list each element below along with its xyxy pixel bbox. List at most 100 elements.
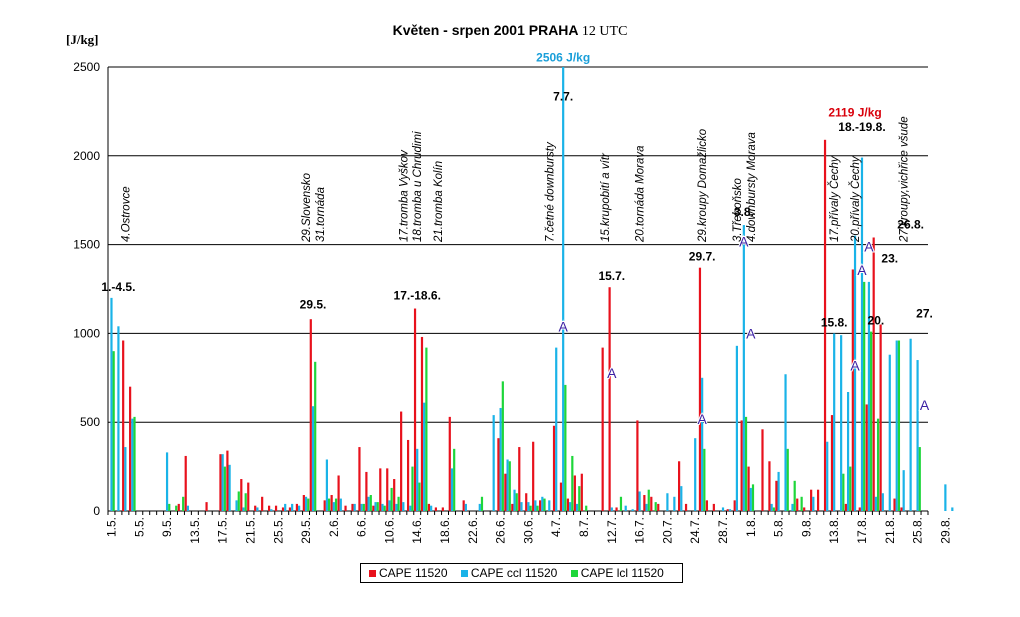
- bar-cape-lcl: [876, 418, 880, 511]
- x-tick-label: 28.7.: [716, 517, 730, 544]
- event-annotation: 17.přívaly Čechy: [828, 155, 841, 242]
- bar-cape-ccl: [409, 505, 412, 511]
- bar-cape-ccl: [527, 502, 530, 511]
- bar-cape-ccl: [812, 496, 815, 511]
- bar-cape-lcl: [418, 482, 421, 511]
- bar-cape: [261, 496, 264, 511]
- legend-swatch-cape-lcl: [570, 570, 578, 578]
- value-label: 15.8.: [821, 315, 848, 329]
- x-tick-label: 10.6.: [382, 517, 396, 544]
- bar-cape-ccl: [388, 500, 391, 511]
- legend-item-cape: CAPE 11520: [369, 566, 448, 580]
- bar-cape-ccl: [916, 360, 919, 511]
- bar-cape: [295, 503, 299, 511]
- bar-cape: [810, 489, 813, 511]
- bar-cape-ccl: [777, 471, 780, 511]
- bar-cape-ccl: [270, 509, 273, 511]
- x-tick-label: 1.8.: [744, 517, 758, 537]
- bar-cape-ccl: [186, 505, 190, 511]
- bar-cape: [566, 498, 570, 511]
- bar-cape-lcl: [237, 491, 240, 511]
- bar-cape: [761, 429, 764, 511]
- bar-cape-lcl: [863, 281, 866, 511]
- bar-cape-ccl: [784, 374, 787, 511]
- bar-cape-lcl: [897, 340, 901, 511]
- y-tick-label: 1000: [73, 326, 100, 340]
- bar-cape-lcl: [480, 496, 484, 511]
- bar-cape-ccl: [742, 225, 745, 511]
- y-tick-label: 1500: [73, 238, 100, 252]
- x-tick-label: 20.7.: [660, 517, 674, 544]
- x-tick-label: 18.6.: [438, 517, 452, 544]
- bar-cape-ccl: [353, 503, 356, 511]
- bar-cape-ccl: [499, 407, 502, 511]
- x-tick-label: 1.5.: [104, 517, 118, 537]
- chart-title-suffix: 12 UTC: [581, 24, 628, 39]
- bar-cape: [643, 495, 646, 511]
- event-annotation: 7.četné downbursty: [544, 141, 556, 242]
- value-label: 2119 J/kg: [828, 106, 881, 120]
- bar-cape: [129, 386, 132, 511]
- bar-cape: [413, 308, 417, 511]
- bar-cape-ccl: [506, 459, 509, 511]
- bar-cape-lcl: [182, 496, 185, 511]
- bar-cape: [518, 447, 521, 511]
- x-tick-label: 17.5.: [216, 517, 230, 544]
- bar-cape-ccl: [680, 486, 683, 511]
- bar-cape: [615, 507, 618, 511]
- bar-cape-ccl: [860, 157, 864, 512]
- bar-cape-lcl: [647, 489, 650, 511]
- bar-cape: [365, 471, 368, 511]
- bar-cape-lcl: [112, 351, 115, 511]
- value-label: 1.-4.5.: [101, 280, 135, 294]
- event-annotation: 20.přívaly Čechy: [849, 155, 862, 243]
- bar-cape: [823, 139, 827, 512]
- bar-cape-ccl: [395, 503, 398, 511]
- bar-cape-ccl: [450, 468, 454, 511]
- bar-cape-ccl: [430, 505, 433, 511]
- event-annotation: 4.Ostrovce: [120, 186, 132, 242]
- x-tick-label: 29.5.: [299, 517, 313, 544]
- legend-label-cape: CAPE 11520: [379, 566, 448, 580]
- bar-cape: [358, 447, 361, 511]
- legend-swatch-cape: [369, 570, 376, 578]
- bar-cape-lcl: [501, 381, 504, 511]
- event-annotation: 17.tromba Vyškov: [398, 149, 410, 242]
- bar-cape: [803, 507, 806, 511]
- bar-cape-ccl: [311, 406, 315, 511]
- bar-cape: [254, 505, 257, 511]
- bar-cape: [650, 496, 653, 511]
- bar-cape-ccl: [478, 503, 481, 511]
- event-annotation: 4.downbursty Morava: [746, 132, 758, 242]
- bar-cape: [740, 420, 743, 511]
- bar-cape-lcl: [307, 498, 310, 511]
- event-annotation: 29.kroupy Domažlicko: [697, 128, 709, 243]
- x-tick-label: 21.5.: [243, 517, 257, 544]
- bar-cape: [247, 482, 250, 511]
- bar-cape-ccl: [902, 470, 905, 511]
- bar-cape: [893, 498, 896, 511]
- legend: CAPE 11520 CAPE ccl 11520 CAPE lcl 11520: [360, 563, 683, 583]
- x-tick-label: 24.7.: [688, 517, 702, 544]
- bar-cape-ccl: [645, 503, 648, 511]
- bar-cape-ccl: [749, 487, 752, 511]
- bar-cape: [768, 461, 771, 511]
- bar-cape-lcl: [508, 461, 511, 511]
- bar-cape-ccl: [624, 505, 627, 511]
- value-label: 20.: [868, 314, 885, 328]
- bar-cape-ccl: [701, 377, 704, 511]
- bar-cape: [608, 287, 611, 511]
- bar-cape: [462, 500, 465, 511]
- bar-cape: [900, 507, 903, 511]
- bar-cape-lcl: [870, 331, 873, 511]
- x-tick-label: 9.8.: [799, 517, 813, 537]
- bar-cape-ccl: [895, 340, 898, 511]
- bar-cape: [205, 502, 208, 511]
- bar-cape-ccl: [909, 338, 912, 511]
- bar-cape-ccl: [575, 503, 579, 511]
- bar-cape-ccl: [332, 502, 335, 511]
- bar-cape-lcl: [585, 505, 588, 511]
- bar-cape: [122, 340, 125, 511]
- bar-cape: [226, 450, 229, 511]
- bar-cape-lcl: [918, 447, 921, 511]
